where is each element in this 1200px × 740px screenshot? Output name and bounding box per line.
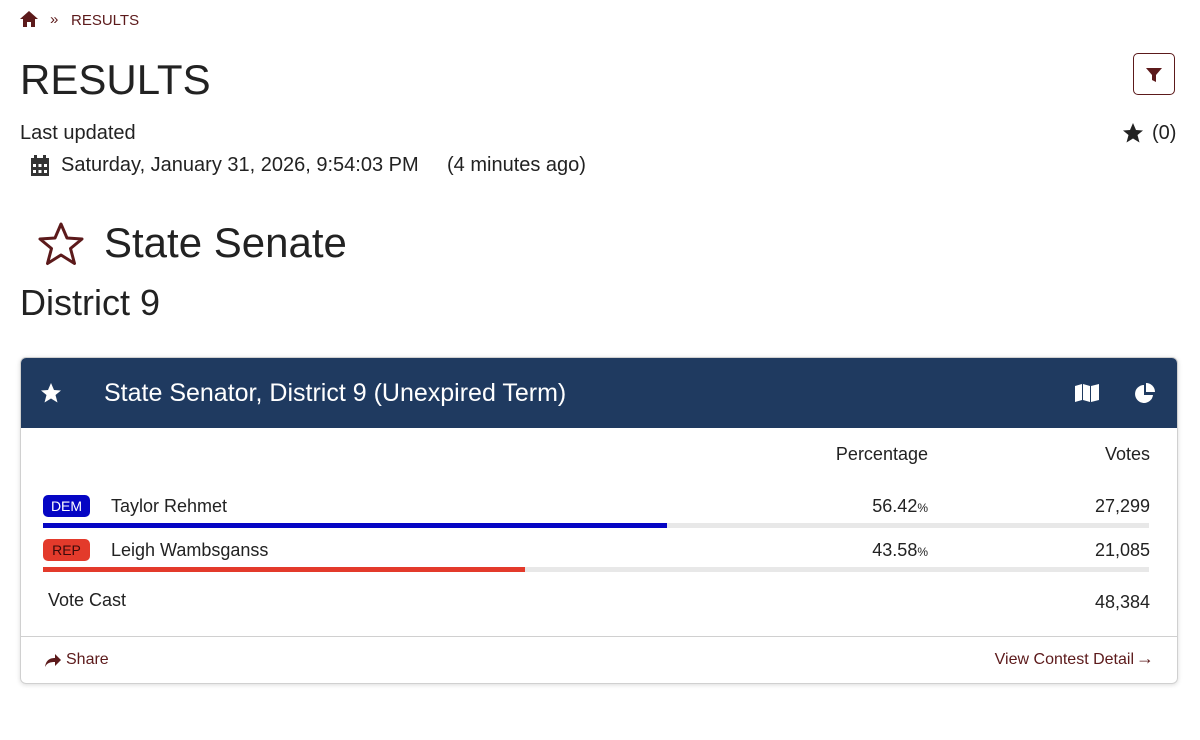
- breadcrumb-current: RESULTS: [71, 12, 140, 29]
- bar-fill: [43, 523, 667, 528]
- contest-header: State Senator, District 9 (Unexpired Ter…: [21, 358, 1177, 428]
- contest-title: State Senator, District 9 (Unexpired Ter…: [104, 379, 567, 407]
- bar-track: [43, 567, 1149, 572]
- last-updated-label: Last updated: [20, 122, 136, 144]
- favorite-star[interactable]: [38, 221, 84, 267]
- bar-fill: [43, 567, 525, 572]
- arrow-icon[interactable]: →: [1136, 648, 1154, 668]
- favorites-icon[interactable]: [1122, 122, 1144, 144]
- percentage: 56.42%: [872, 496, 928, 517]
- percentage: 43.58%: [872, 540, 928, 561]
- breadcrumb-separator: »: [50, 11, 59, 28]
- timestamp: Saturday, January 31, 2026, 9:54:03 PM: [61, 154, 419, 176]
- percentage-value: 56.42: [872, 496, 918, 516]
- page-title: RESULTS: [20, 56, 211, 103]
- bar-track: [43, 523, 1149, 528]
- filter-button[interactable]: [1133, 53, 1175, 95]
- votes: 21,085: [1094, 540, 1150, 560]
- party-badge: REP: [43, 539, 90, 561]
- relative-time: (4 minutes ago): [447, 154, 586, 176]
- percentage-value: 43.58: [872, 540, 918, 560]
- total-votes: 48,384: [1094, 592, 1150, 612]
- share-link[interactable]: Share: [66, 651, 109, 668]
- section-title: State Senate: [104, 219, 347, 266]
- favorites-count[interactable]: (0): [1152, 122, 1177, 144]
- total-label: Vote Cast: [48, 590, 127, 610]
- detail-link[interactable]: View Contest Detail: [994, 651, 1134, 668]
- chart-icon[interactable]: [1134, 382, 1158, 406]
- section-subtitle: District 9: [20, 282, 161, 323]
- percentage-header: Percentage: [835, 444, 928, 464]
- contest-card: State Senator, District 9 (Unexpired Ter…: [20, 357, 1178, 684]
- home-icon[interactable]: [19, 10, 39, 28]
- percentage-unit: %: [917, 545, 928, 559]
- map-icon[interactable]: [1074, 383, 1100, 403]
- share-icon[interactable]: [44, 652, 62, 668]
- calendar-icon: [31, 155, 49, 176]
- candidate-name: Taylor Rehmet: [111, 496, 228, 516]
- star-icon[interactable]: [40, 382, 62, 404]
- votes-header: Votes: [1104, 444, 1150, 464]
- candidate-name: Leigh Wambsganss: [111, 540, 269, 560]
- party-badge: DEM: [43, 495, 90, 517]
- percentage-unit: %: [917, 501, 928, 515]
- divider: [21, 636, 1177, 637]
- votes: 27,299: [1094, 496, 1150, 516]
